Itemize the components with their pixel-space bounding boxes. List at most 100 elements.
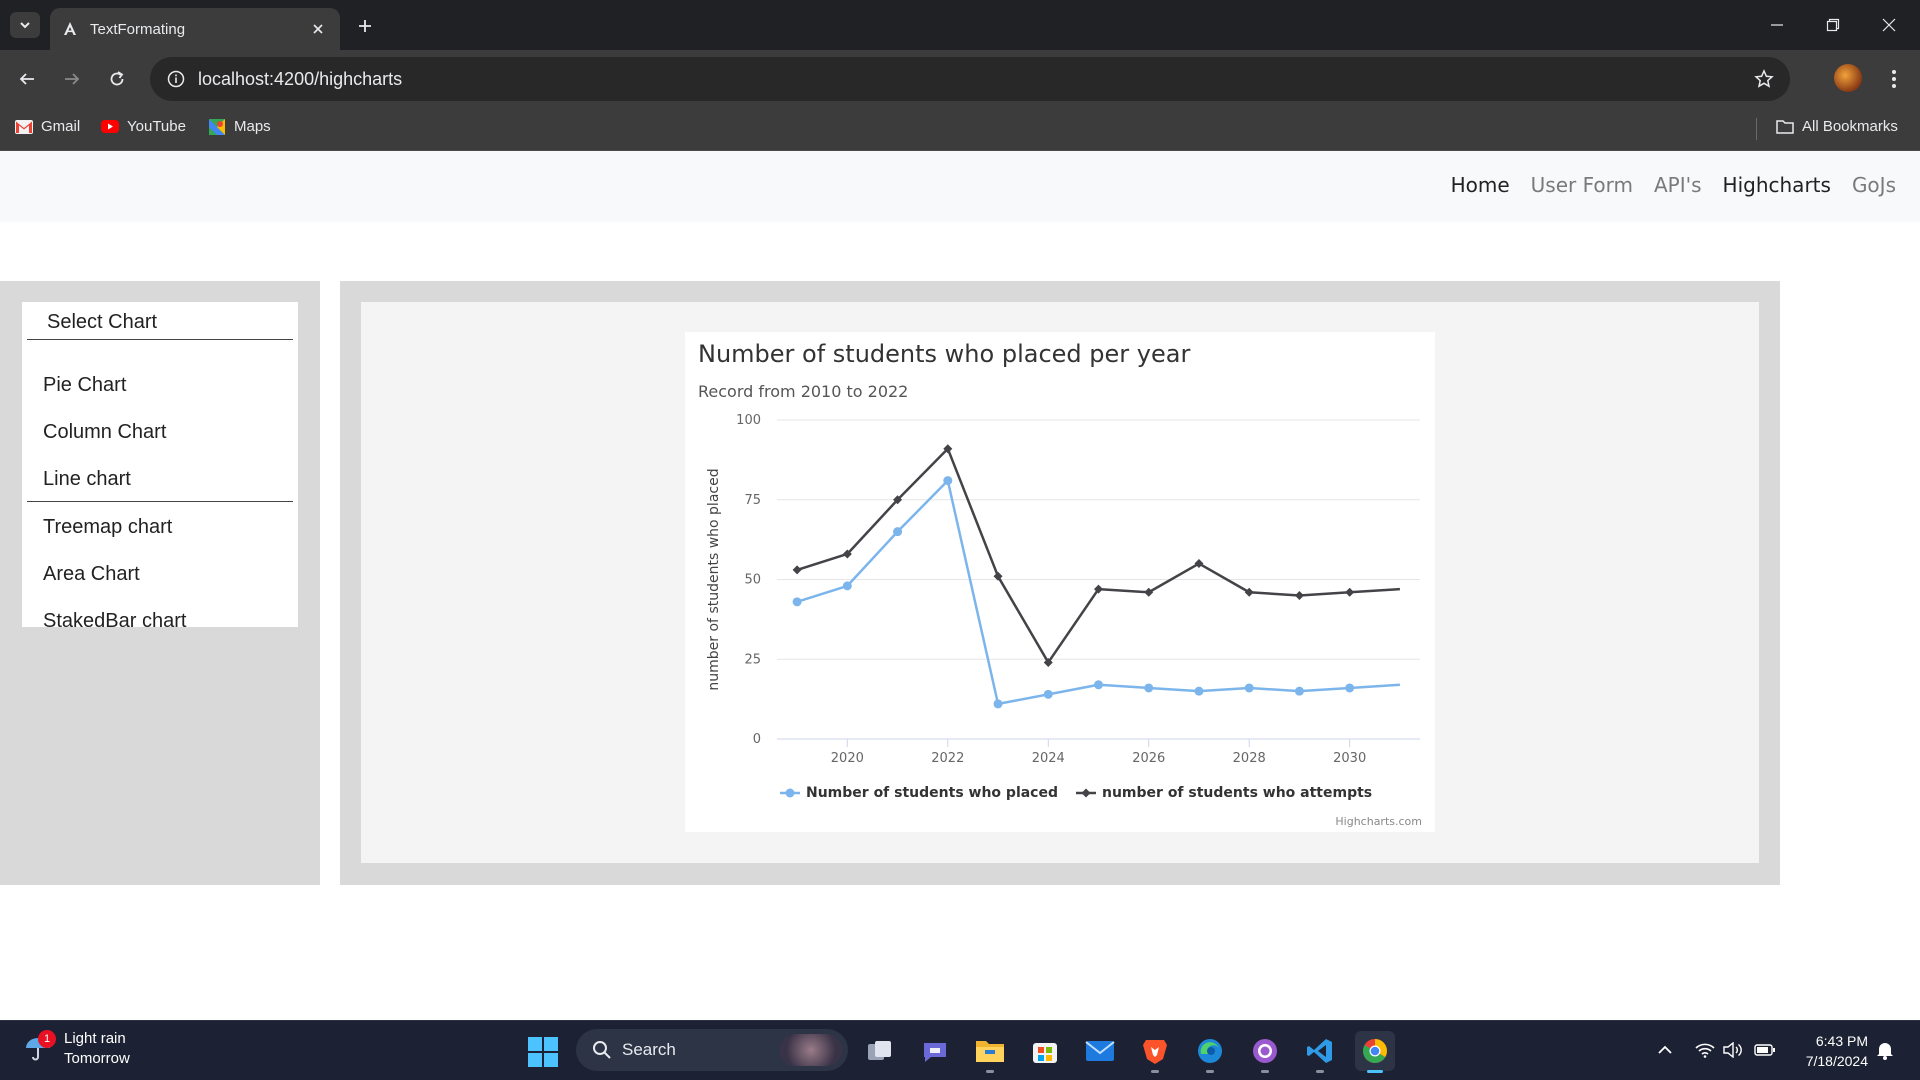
restore-button[interactable] xyxy=(1818,10,1848,40)
profile-avatar[interactable] xyxy=(1834,64,1862,92)
y-tick-label: 25 xyxy=(744,652,761,667)
forward-button[interactable] xyxy=(57,64,87,94)
bookmarks-divider xyxy=(1756,118,1757,140)
data-point xyxy=(1043,689,1053,699)
y-axis-title: number of students who placed xyxy=(706,468,722,690)
volume-icon[interactable] xyxy=(1722,1039,1744,1061)
x-tick-label: 2026 xyxy=(1132,751,1165,766)
chart-panel: Number of students who placed per year R… xyxy=(340,281,1780,885)
chart-credits[interactable]: Highcharts.com xyxy=(1335,815,1422,828)
mail-icon[interactable] xyxy=(1080,1031,1120,1071)
reload-icon xyxy=(110,71,124,86)
data-point xyxy=(1194,559,1204,569)
bookmark-youtube[interactable]: YouTube xyxy=(101,118,186,135)
data-point xyxy=(993,699,1003,709)
y-tick-label: 0 xyxy=(753,732,761,747)
bookmark-maps[interactable]: Maps xyxy=(208,118,271,135)
y-tick-label: 75 xyxy=(744,493,761,508)
data-point xyxy=(1194,686,1204,696)
data-point xyxy=(1244,683,1254,693)
battery-icon[interactable] xyxy=(1754,1039,1776,1061)
menu-heading: Select Chart xyxy=(27,302,293,340)
nav-highcharts[interactable]: Highcharts xyxy=(1722,173,1831,197)
file-explorer-icon[interactable] xyxy=(970,1031,1010,1073)
bookmark-star-icon[interactable] xyxy=(1752,67,1776,91)
brave-browser-icon[interactable] xyxy=(1135,1031,1175,1073)
angular-logo-icon xyxy=(62,21,78,37)
task-view-icon[interactable] xyxy=(860,1031,900,1071)
all-bookmarks-button[interactable]: All Bookmarks xyxy=(1776,118,1898,135)
close-window-button[interactable] xyxy=(1874,10,1904,40)
data-point xyxy=(1294,686,1304,696)
menu-item-pie-chart[interactable]: Pie Chart xyxy=(43,374,127,396)
edge-browser-icon[interactable] xyxy=(1190,1031,1230,1073)
search-icon xyxy=(593,1041,611,1059)
bookmark-label: Gmail xyxy=(41,118,81,135)
menu-item-stakedbar-chart[interactable]: StakedBar chart xyxy=(43,610,187,632)
close-icon xyxy=(1882,18,1896,32)
bookmark-gmail[interactable]: Gmail xyxy=(15,118,80,135)
chevron-up-icon[interactable] xyxy=(1654,1039,1676,1061)
chevron-down-icon xyxy=(20,22,30,29)
data-point xyxy=(943,476,953,486)
legend-marker xyxy=(1081,788,1091,798)
menu-item-column-chart[interactable]: Column Chart xyxy=(43,421,167,443)
clock-time: 6:43 PM xyxy=(1815,1033,1868,1049)
taskbar-search[interactable]: Search xyxy=(576,1029,848,1071)
microsoft-store-icon[interactable] xyxy=(1025,1031,1065,1071)
data-point xyxy=(792,597,802,607)
browser-menu-button[interactable] xyxy=(1880,64,1908,94)
reload-button[interactable] xyxy=(102,64,132,94)
data-point xyxy=(842,549,852,559)
x-tick-label: 2028 xyxy=(1233,751,1266,766)
weather-when: Tomorrow xyxy=(64,1050,130,1067)
menu-item-area-chart[interactable]: Area Chart xyxy=(43,563,140,585)
tab-title: TextFormating xyxy=(90,20,186,38)
data-point xyxy=(1094,584,1103,594)
data-point xyxy=(1244,587,1254,597)
data-point xyxy=(1144,683,1154,693)
bookmark-label: Maps xyxy=(234,118,271,135)
nav-user-form[interactable]: User Form xyxy=(1530,173,1633,197)
youtube-icon xyxy=(101,120,119,134)
tab-search-button[interactable] xyxy=(10,12,40,38)
series-line-1 xyxy=(796,447,1400,664)
address-bar[interactable]: localhost:4200/highcharts xyxy=(150,57,1790,101)
teams-chat-icon[interactable] xyxy=(915,1031,955,1071)
folder-icon xyxy=(1776,119,1794,134)
data-point xyxy=(792,565,802,575)
more-vertical-icon xyxy=(1892,70,1896,88)
notification-bell-icon[interactable] xyxy=(1874,1039,1896,1061)
clock-date: 7/18/2024 xyxy=(1805,1053,1868,1069)
chrome-browser-icon[interactable] xyxy=(1355,1031,1395,1073)
x-tick-label: 2020 xyxy=(831,751,864,766)
legend-item-label[interactable]: number of students who attempts xyxy=(1102,785,1372,801)
y-tick-label: 100 xyxy=(736,413,761,428)
minimize-icon xyxy=(1771,24,1783,26)
minimize-button[interactable] xyxy=(1762,10,1792,40)
back-button[interactable] xyxy=(12,64,42,94)
new-tab-button[interactable] xyxy=(352,13,378,39)
vscode-icon[interactable] xyxy=(1300,1031,1340,1073)
google-maps-icon xyxy=(208,118,226,135)
nav-gojs[interactable]: GoJs xyxy=(1851,173,1896,197)
gmail-icon xyxy=(15,119,33,134)
all-bookmarks-label: All Bookmarks xyxy=(1802,118,1898,135)
y-tick-label: 50 xyxy=(744,573,761,588)
windows-start-icon[interactable] xyxy=(528,1037,558,1067)
data-point xyxy=(1144,587,1154,597)
tab-close-icon[interactable] xyxy=(308,19,328,39)
site-info-icon[interactable] xyxy=(164,67,188,91)
legend-item-label[interactable]: Number of students who placed xyxy=(806,785,1058,801)
wifi-icon[interactable] xyxy=(1694,1039,1716,1061)
browser-tab-active[interactable]: TextFormating xyxy=(50,8,340,50)
weather-widget[interactable]: 1 Light rain Tomorrow xyxy=(24,1029,130,1069)
menu-item-line-chart[interactable]: Line chart xyxy=(43,468,131,490)
nav-home[interactable]: Home xyxy=(1450,173,1510,197)
menu-item-treemap-chart[interactable]: Treemap chart xyxy=(43,516,173,538)
system-clock[interactable]: 6:43 PM 7/18/2024 xyxy=(1788,1031,1868,1071)
github-desktop-icon[interactable] xyxy=(1245,1031,1285,1073)
browser-toolbar: localhost:4200/highcharts xyxy=(0,50,1920,108)
nav-apis[interactable]: API's xyxy=(1653,173,1702,197)
menu-divider xyxy=(27,501,293,502)
